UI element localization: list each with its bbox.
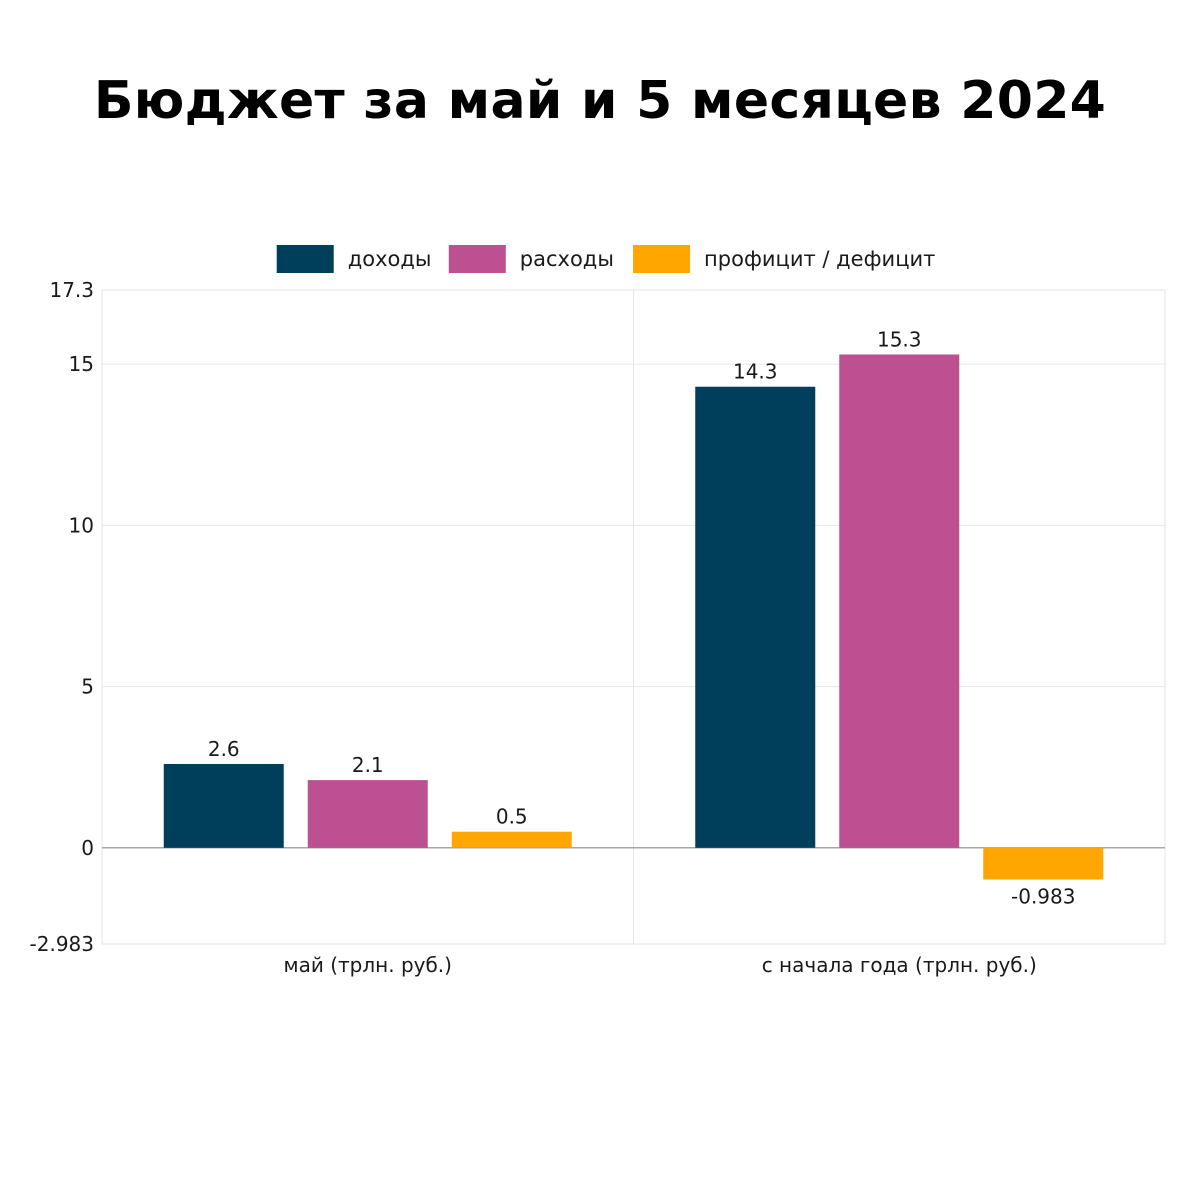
data-label: -0.983 <box>1011 885 1075 909</box>
bar <box>983 847 1104 880</box>
bar <box>695 386 816 848</box>
bar <box>163 763 284 848</box>
y-tick-label: -2.983 <box>30 932 94 956</box>
data-label: 2.6 <box>208 737 240 761</box>
bar <box>451 831 572 848</box>
legend-label: расходы <box>520 247 614 271</box>
legend-swatch <box>276 245 334 273</box>
y-tick-label: 5 <box>81 675 94 699</box>
bar <box>839 354 960 848</box>
y-tick-label: 17.3 <box>49 278 94 302</box>
legend-swatch <box>448 245 506 273</box>
x-category-label: май (трлн. руб.) <box>284 953 452 977</box>
x-category-label: с начала года (трлн. руб.) <box>762 953 1037 977</box>
data-label: 2.1 <box>352 753 384 777</box>
data-label: 15.3 <box>877 327 922 351</box>
y-tick-label: 15 <box>69 352 94 376</box>
legend-label: доходы <box>348 247 432 271</box>
chart-title: Бюджет за май и 5 месяцев 2024 <box>93 71 1107 131</box>
y-tick-label: 10 <box>69 513 94 537</box>
bar <box>307 780 428 848</box>
data-label: 14.3 <box>733 360 778 384</box>
legend-swatch <box>633 245 691 273</box>
legend-label: профицит / дефицит <box>704 247 935 271</box>
y-tick-label: 0 <box>81 836 94 860</box>
data-label: 0.5 <box>496 805 528 829</box>
